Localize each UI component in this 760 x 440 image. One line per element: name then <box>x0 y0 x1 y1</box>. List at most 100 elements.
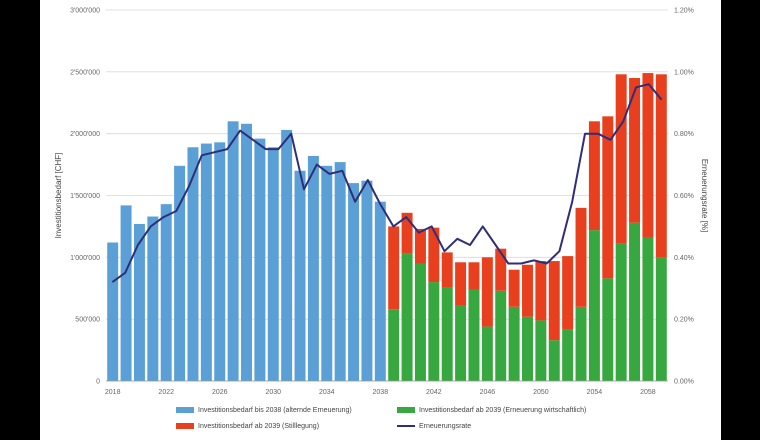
bar-red-2039 <box>388 226 400 310</box>
bar-green-2050 <box>535 320 547 381</box>
bar-red-2050 <box>535 261 547 321</box>
legend-label: Investitionsbedarf bis 2038 (alternde Er… <box>198 407 352 414</box>
x-tick-label: 2058 <box>640 389 656 396</box>
bar-red-2041 <box>414 228 426 264</box>
chart-panel: 0 0.00% 500'000 0.20% 1'000'000 0.40% 1'500'00… <box>40 0 721 440</box>
bar-blue-2032 <box>294 170 306 381</box>
rate-line <box>111 83 663 283</box>
legend-label: Erneuerungsrate <box>419 423 471 430</box>
y2-tick-label: 0.60% <box>674 193 694 200</box>
bar-blue-2026 <box>214 142 226 381</box>
x-tick-label: 2038 <box>373 389 389 396</box>
y-tick-label: 3'000'000 <box>70 8 100 15</box>
bar-blue-2035 <box>334 162 346 381</box>
bar-red-2057 <box>629 78 641 223</box>
legend-label: Investitionsbedarf ab 2039 (Stilllegung) <box>198 423 319 430</box>
bar-red-2045 <box>468 262 480 290</box>
bar-red-2056 <box>615 74 627 244</box>
bar-green-2046 <box>481 326 493 381</box>
legend-swatch-green <box>397 407 415 413</box>
bar-red-2055 <box>602 116 614 279</box>
bar-red-2046 <box>481 257 493 327</box>
bar-blue-2034 <box>321 165 333 381</box>
legend-label: Investitionsbedarf ab 2039 (Erneuerung w… <box>419 407 586 414</box>
x-tick-label: 2050 <box>533 389 549 396</box>
rate-line-layer <box>111 83 663 283</box>
y-tick-label: 500'000 <box>75 317 100 324</box>
bar-blue-2027 <box>227 121 239 382</box>
y2-tick-label: 1.20% <box>674 8 694 15</box>
bar-green-2041 <box>414 263 426 381</box>
x-tick-label: 2034 <box>319 389 335 396</box>
y-tick-label: 2'000'000 <box>70 131 100 138</box>
bar-blue-2036 <box>348 183 360 381</box>
bar-green-2044 <box>455 305 467 381</box>
bar-red-2043 <box>441 252 453 288</box>
bar-red-2053 <box>575 207 587 307</box>
bar-red-2054 <box>588 121 600 231</box>
bar-red-2052 <box>562 256 574 330</box>
y2-tick-label: 0.00% <box>674 379 694 386</box>
bar-green-2043 <box>441 287 453 381</box>
bar-blue-2025 <box>200 143 212 381</box>
bar-green-2054 <box>588 230 600 381</box>
bar-green-2039 <box>388 309 400 381</box>
bar-blue-2024 <box>187 147 199 381</box>
legend-swatch-red <box>176 423 194 429</box>
bar-red-2049 <box>522 264 533 317</box>
y2-tick-label: 0.20% <box>674 317 694 324</box>
bar-red-2047 <box>495 248 507 291</box>
bar-red-2040 <box>401 212 413 254</box>
y-tick-label: 1'000'000 <box>70 255 100 262</box>
bar-blue-2023 <box>174 165 186 381</box>
bar-blue-2038 <box>374 201 386 381</box>
bar-blue-2020 <box>133 223 145 381</box>
bar-red-2048 <box>508 269 520 307</box>
y-axis-title: Investitionsbedarf [CHF] <box>54 153 63 239</box>
legend-swatch-blue <box>176 407 194 413</box>
bar-green-2042 <box>428 282 440 381</box>
bar-blue-2021 <box>147 216 159 381</box>
bar-blue-2031 <box>281 129 293 381</box>
bar-red-2044 <box>455 262 467 306</box>
x-tick-label: 2054 <box>587 389 603 396</box>
bar-blue-2029 <box>254 138 266 381</box>
y-tick-label: 1'500'000 <box>70 193 100 200</box>
axes-layer: 0 0.00% 500'000 0.20% 1'000'000 0.40% 1'500'00… <box>54 8 709 397</box>
bar-green-2057 <box>629 222 641 381</box>
x-tick-label: 2042 <box>426 389 442 396</box>
bar-green-2058 <box>642 237 654 381</box>
bar-blue-2030 <box>267 147 279 381</box>
legend: Investitionsbedarf bis 2038 (alternde Er… <box>176 407 586 430</box>
y-tick-label: 2'500'000 <box>70 69 100 76</box>
bar-green-2049 <box>522 316 533 381</box>
gridlines <box>106 9 668 382</box>
bar-blue-2028 <box>241 123 252 382</box>
y2-tick-label: 0.80% <box>674 131 694 138</box>
x-tick-label: 2046 <box>480 389 496 396</box>
bar-blue-2019 <box>120 205 132 381</box>
y2-tick-label: 0.40% <box>674 255 694 262</box>
bar-green-2051 <box>548 340 560 381</box>
y-tick-label: 0 <box>96 379 100 386</box>
bar-green-2056 <box>615 243 627 381</box>
bar-green-2052 <box>562 329 574 381</box>
bar-green-2045 <box>468 289 480 381</box>
bar-green-2053 <box>575 306 587 381</box>
x-tick-label: 2026 <box>212 389 228 396</box>
bar-red-2051 <box>548 261 560 341</box>
x-tick-label: 2030 <box>265 389 281 396</box>
chart-svg: 0 0.00% 500'000 0.20% 1'000'000 0.40% 1'500'00… <box>54 8 709 431</box>
bar-red-2042 <box>428 227 440 283</box>
bar-green-2040 <box>401 253 413 381</box>
bar-green-2055 <box>602 278 614 381</box>
x-tick-label: 2022 <box>158 389 174 396</box>
bar-blue-2033 <box>307 155 319 381</box>
bar-blue-2018 <box>107 242 119 381</box>
bar-red-2059 <box>655 74 667 258</box>
bar-blue-2037 <box>361 180 373 381</box>
bar-green-2048 <box>508 306 520 381</box>
bar-blue-2022 <box>160 204 172 381</box>
y2-tick-label: 1.00% <box>674 69 694 76</box>
bar-green-2059 <box>655 257 667 381</box>
